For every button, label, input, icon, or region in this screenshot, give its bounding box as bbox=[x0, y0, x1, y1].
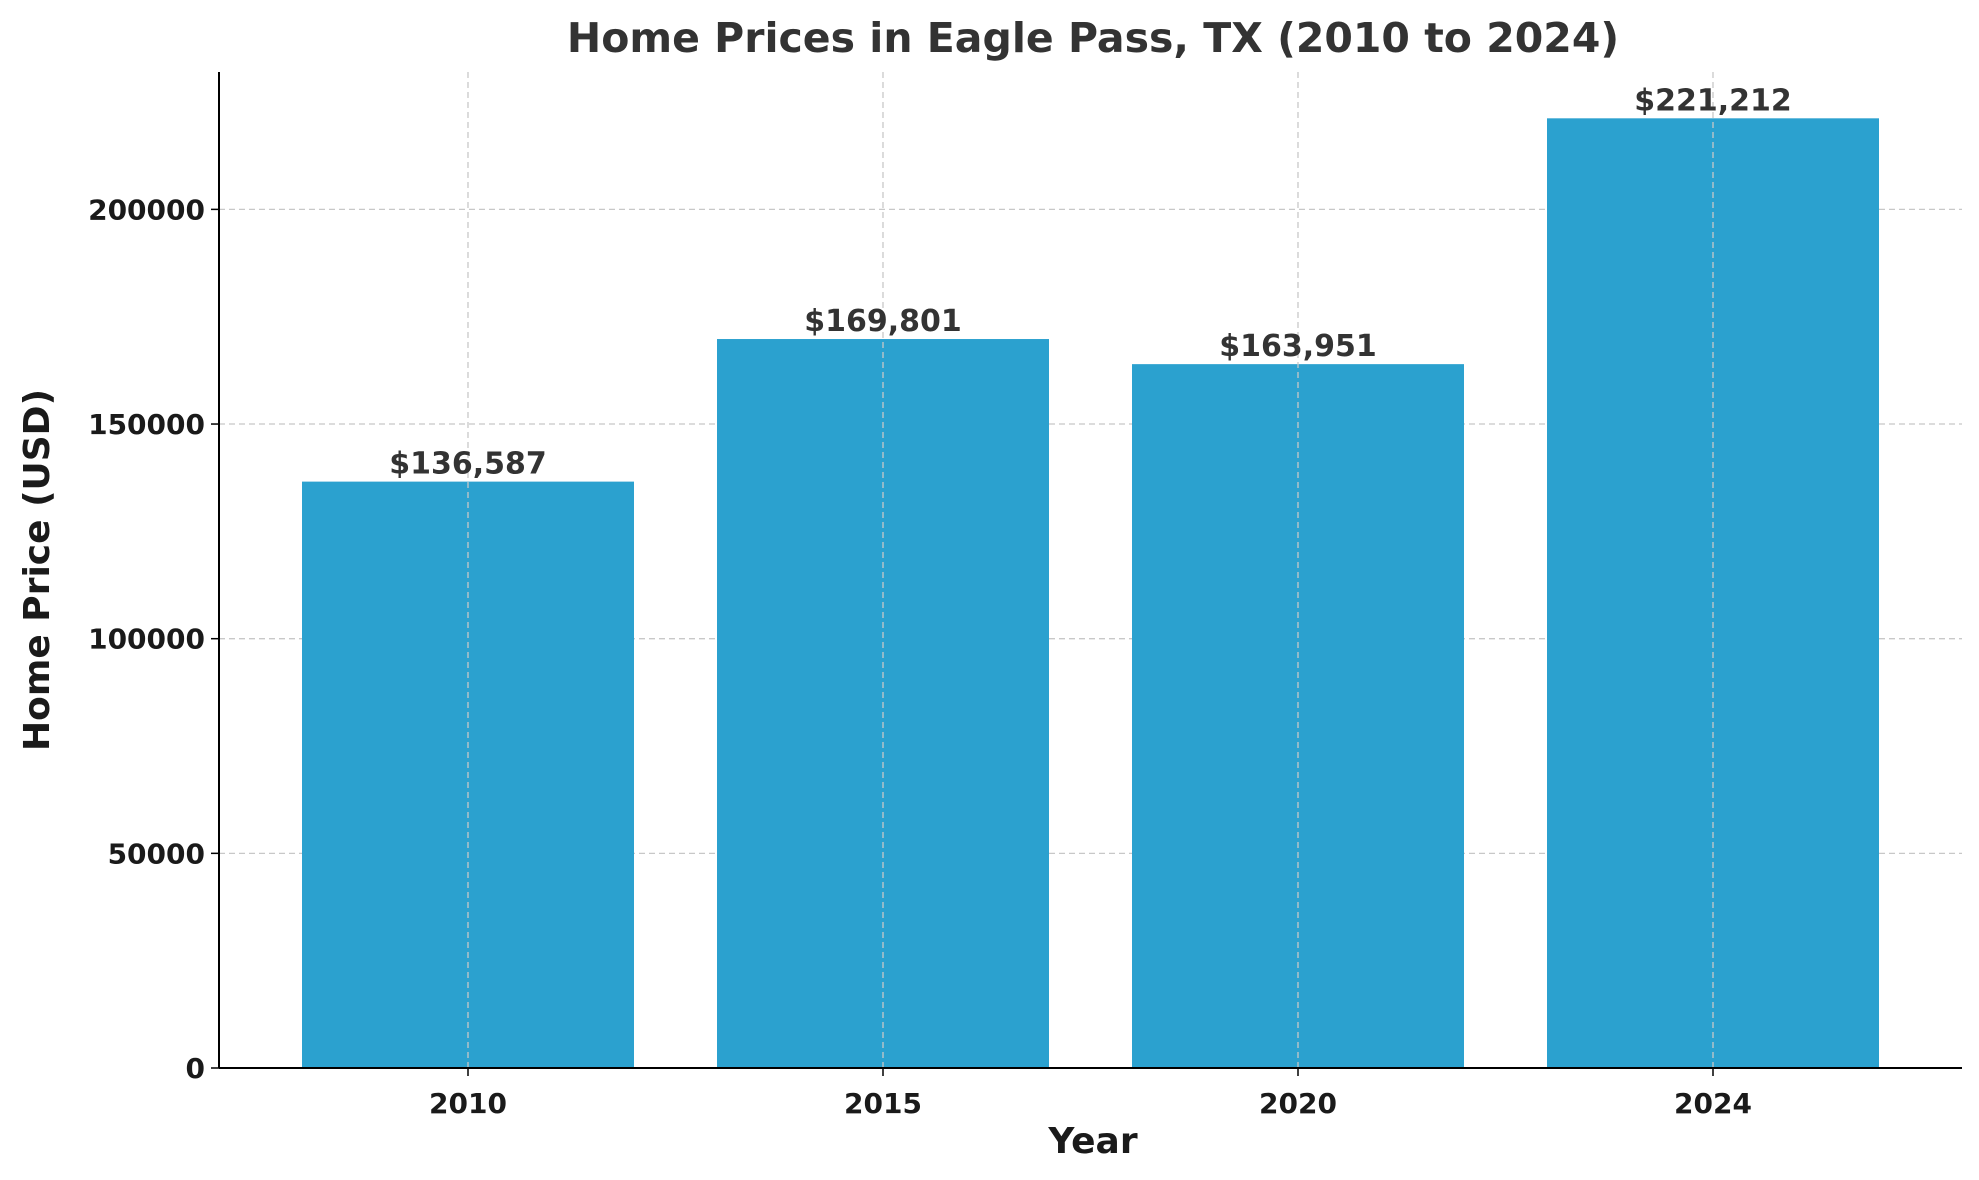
y-tick-label: 150000 bbox=[88, 408, 205, 441]
data-label-2020: $163,951 bbox=[1219, 329, 1377, 364]
data-labels: $136,587 $169,801 $163,951 $221,212 bbox=[389, 83, 1792, 481]
data-label-2015: $169,801 bbox=[804, 304, 962, 339]
x-tick-label: 2020 bbox=[1259, 1087, 1337, 1120]
y-axis-title: Home Price (USD) bbox=[17, 389, 58, 751]
chart-title: Home Prices in Eagle Pass, TX (2010 to 2… bbox=[567, 14, 1619, 62]
data-label-2010: $136,587 bbox=[389, 447, 547, 482]
y-tick-label: 0 bbox=[186, 1052, 205, 1085]
y-tick-label: 100000 bbox=[88, 623, 205, 656]
x-tick-labels: 2010 2015 2020 2024 bbox=[429, 1087, 1752, 1120]
vertical-grid-lines bbox=[467, 72, 1714, 1068]
y-tick-label: 50000 bbox=[108, 837, 205, 870]
x-tick-label: 2024 bbox=[1674, 1087, 1752, 1120]
x-tick-label: 2015 bbox=[844, 1087, 922, 1120]
y-tick-labels: 0 50000 100000 150000 200000 bbox=[88, 193, 205, 1085]
x-axis-title: Year bbox=[1047, 1121, 1137, 1162]
y-tick-label: 200000 bbox=[88, 193, 205, 226]
x-tick-label: 2010 bbox=[429, 1087, 507, 1120]
data-label-2024: $221,212 bbox=[1634, 83, 1792, 118]
axes bbox=[211, 72, 1962, 1076]
bars bbox=[302, 118, 1879, 1069]
